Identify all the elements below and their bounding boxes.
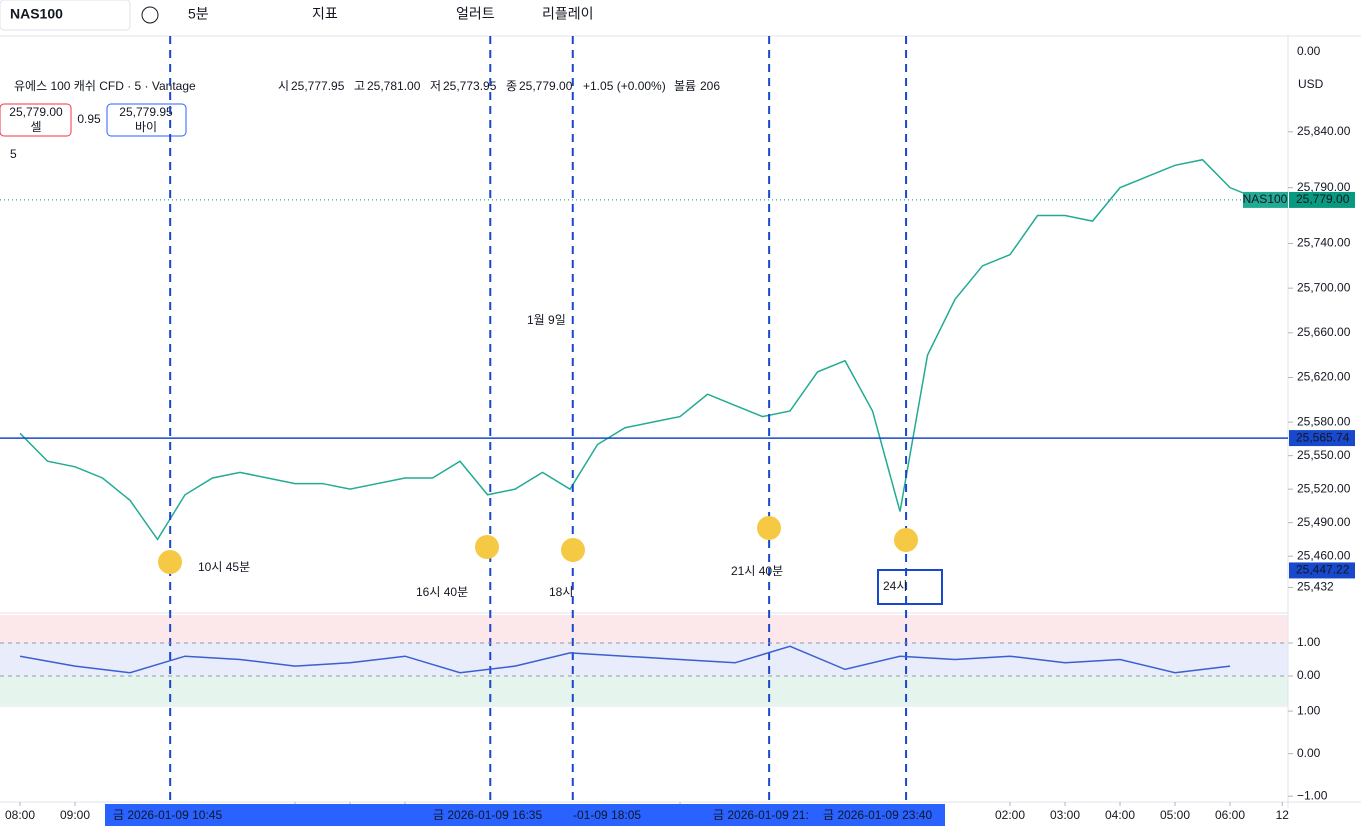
time-marker-box (705, 804, 815, 826)
time-marker: 금 2026-01-09 10:45 (113, 808, 222, 822)
price-tag (1289, 191, 1355, 208)
spread: 0.95 (77, 112, 101, 126)
legend-value: 25,777.95 (291, 79, 345, 93)
price-line (19, 158, 1258, 541)
legend-label: 종 (506, 79, 517, 93)
x-tick-label: 06:00 (1215, 808, 1245, 822)
series-tag-label: NAS100 (1243, 192, 1288, 206)
price-tag-label: 25,779.00 (1296, 192, 1350, 206)
series-tag (1243, 191, 1288, 208)
emoji-icon (475, 535, 499, 559)
sell-button[interactable] (0, 103, 72, 137)
y-tick-label: −1.00 (1297, 788, 1328, 802)
y-tick-label: 1.00 (1297, 703, 1321, 717)
legend-title: 유에스 100 캐쉬 CFD · 5 · Vantage (14, 79, 196, 93)
legend-label: 저 (430, 79, 441, 93)
price-tag (1289, 562, 1355, 579)
price-line (19, 645, 1231, 674)
y-tick-label: 25,840.00 (1297, 124, 1351, 138)
osc-lower-band (0, 676, 1288, 705)
symbol[interactable]: NAS100 (10, 6, 63, 22)
annotation: 1월 9일 (527, 313, 566, 327)
interval[interactable]: 5분 (188, 6, 209, 22)
legend-value: 25,773.95 (443, 79, 497, 93)
y-tick-label: 1.00 (1297, 635, 1321, 649)
x-tick-label: 02:00 (995, 808, 1025, 822)
legend-change: +1.05 (+0.00%) (583, 79, 666, 93)
emoji-icon (757, 516, 781, 540)
annotation: 24시 (883, 579, 907, 593)
y-tick-label: 25,580.00 (1297, 414, 1351, 428)
buy-price[interactable]: 25,779.95 (119, 105, 173, 119)
y-tick-label: 25,460.00 (1297, 548, 1351, 562)
time-marker-box (105, 804, 425, 826)
indicator-count: 5 (10, 147, 17, 161)
x-tick-label: 08:00 (5, 808, 35, 822)
annotation: 18시 (549, 585, 573, 599)
y-tick-label: 25,520.00 (1297, 481, 1351, 495)
buy-label[interactable]: 바이 (135, 120, 157, 134)
annotation: 21시 40분 (731, 564, 783, 578)
time-marker-box (565, 804, 705, 826)
annotation: 16시 40분 (416, 585, 468, 599)
x-tick-label: 12 (1276, 808, 1290, 822)
emoji-icon (158, 550, 182, 574)
sell-label[interactable]: 셀 (30, 120, 41, 134)
time-marker: -01-09 18:05 (573, 808, 641, 822)
legend-label: 볼륨 (674, 79, 696, 93)
legend-label: 고 (354, 79, 365, 93)
time-marker: 금 2026-01-09 23:40 (823, 808, 932, 822)
osc-mid-band (0, 643, 1288, 676)
x-tick-label: 05:00 (1160, 808, 1190, 822)
x-tick-label: 03:00 (1050, 808, 1080, 822)
replay[interactable]: 리플레이 (542, 6, 594, 22)
annotation-box (877, 569, 943, 605)
y-tick-label: 25,740.00 (1297, 236, 1351, 250)
time-marker: 금 2026-01-09 21: (713, 808, 809, 822)
legend-value: 25,781.00 (367, 79, 421, 93)
currency[interactable]: USD (1298, 77, 1324, 91)
y-tick-label: 25,660.00 (1297, 325, 1351, 339)
x-tick-label: 04:00 (1105, 808, 1135, 822)
legend-value: 25,779.00 (519, 79, 573, 93)
symbol-box[interactable] (0, 0, 131, 31)
y-tick-label: 0.00 (1297, 746, 1321, 760)
alert[interactable]: 얼러트 (456, 6, 495, 22)
indicators[interactable]: 지표 (312, 6, 338, 22)
time-marker-box (425, 804, 565, 826)
emoji-icon (561, 538, 585, 562)
y-tick-label: 25,432 (1297, 580, 1334, 594)
sell-price[interactable]: 25,779.00 (9, 105, 63, 119)
price-tag-label: 25,447.22 (1296, 563, 1350, 577)
y-tick-label: 0.00 (1297, 668, 1321, 682)
time-marker-box (815, 804, 945, 826)
legend-value: 206 (700, 79, 720, 93)
add-icon[interactable] (141, 6, 159, 24)
annotation: 10시 45분 (198, 560, 250, 574)
y-tick-label: 25,490.00 (1297, 515, 1351, 529)
y-tick-label: 25,620.00 (1297, 370, 1351, 384)
legend-label: 시 (278, 79, 289, 93)
price-tag-label: 25,565.74 (1296, 430, 1350, 444)
y-tick-label: 25,550.00 (1297, 448, 1351, 462)
y-tick-label: 25,790.00 (1297, 180, 1351, 194)
legend: 유에스 100 캐쉬 CFD · 5 · Vantage 시 25,777.95… (14, 79, 720, 93)
emoji-icon (894, 528, 918, 552)
toolbar (0, 0, 1361, 36)
osc-upper-band (0, 615, 1288, 643)
time-marker: 금 2026-01-09 16:35 (433, 808, 542, 822)
buy-button[interactable] (106, 103, 187, 137)
y-tick-label: 25,700.00 (1297, 280, 1351, 294)
price-tag (1289, 430, 1355, 447)
x-tick-label: 09:00 (60, 808, 90, 822)
top-scale: 0.00 (1297, 44, 1321, 58)
